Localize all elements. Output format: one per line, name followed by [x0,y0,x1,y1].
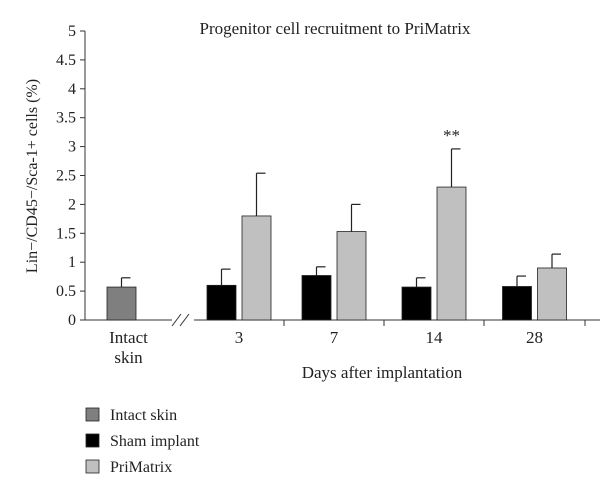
bar [301,275,332,321]
y-tick-label: 5 [68,23,76,40]
x-tick-label: 7 [330,328,339,347]
bar [206,284,237,321]
x-tick-label: 28 [526,328,543,347]
y-tick-label: 1.5 [56,225,76,242]
y-tick-label: 1 [68,254,76,271]
legend-swatch [85,407,100,422]
x-tick-label: skin [114,348,143,367]
y-tick-label: 0 [68,312,76,329]
legend: Intact skin Sham implant PriMatrix [85,407,200,476]
y-tick-label: 3.5 [56,110,76,127]
legend-swatch [85,459,100,474]
chart-title: Progenitor cell recruitment to PriMatrix [200,19,471,38]
axis-break-mark [179,313,190,327]
x-axis-label: Days after implantation [302,363,463,382]
legend-label: Intact skin [110,407,177,424]
bar [241,215,272,321]
y-tick-label: 2.5 [56,168,76,185]
legend-label: Sham implant [110,433,200,450]
bar [537,267,567,321]
bar [401,286,432,321]
bar [336,231,367,321]
y-axis-label: Lin−/CD45−/Sca-1+ cells (%) [24,79,41,273]
x-tick-label: 3 [235,328,244,347]
bar [502,286,532,321]
bar [106,286,137,321]
legend-label: PriMatrix [110,459,172,476]
y-tick-label: 4 [68,81,76,98]
legend-swatch [85,433,100,448]
bars: ** [106,126,567,321]
axis-break-mark [171,313,182,327]
x-tick-label: Intact [109,328,148,347]
significance-marker: ** [443,126,460,145]
y-tick-label: 4.5 [56,52,76,69]
bar [436,186,467,321]
x-tick-label: 14 [426,328,444,347]
y-tick-label: 2 [68,196,76,213]
y-tick-label: 0.5 [56,283,76,300]
y-tick-label: 3 [68,139,76,156]
